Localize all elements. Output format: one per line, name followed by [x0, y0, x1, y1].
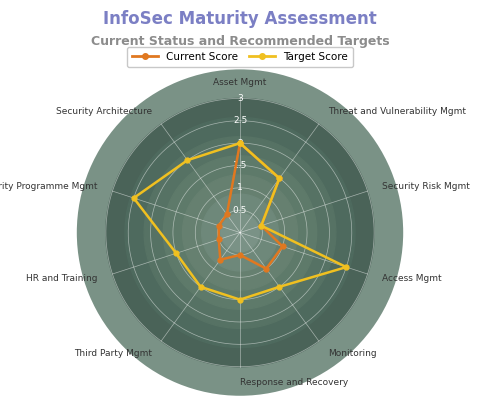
Text: Response and Recovery: Response and Recovery	[240, 378, 348, 387]
Text: 3: 3	[237, 94, 243, 103]
Polygon shape	[221, 213, 259, 252]
Text: Third Party Mgmt: Third Party Mgmt	[74, 349, 152, 358]
Text: Security Risk Mgmt: Security Risk Mgmt	[383, 182, 470, 191]
Text: 1: 1	[237, 183, 243, 192]
Text: Threat and Vulnerability Mgmt: Threat and Vulnerability Mgmt	[328, 107, 466, 116]
Text: Security Programme Mgmt: Security Programme Mgmt	[0, 182, 97, 191]
Text: 1.5: 1.5	[233, 161, 247, 170]
Polygon shape	[202, 194, 278, 271]
Text: Monitoring: Monitoring	[328, 349, 377, 358]
Text: Security Architecture: Security Architecture	[56, 107, 152, 116]
Legend: Current Score, Target Score: Current Score, Target Score	[127, 47, 353, 67]
Text: Current Status and Recommended Targets: Current Status and Recommended Targets	[91, 35, 389, 48]
Text: Access Mgmt: Access Mgmt	[383, 274, 442, 283]
Polygon shape	[144, 137, 336, 328]
Text: Asset Mgmt: Asset Mgmt	[213, 78, 267, 87]
Polygon shape	[182, 175, 298, 290]
Polygon shape	[106, 98, 374, 367]
Text: 2: 2	[237, 139, 243, 148]
Polygon shape	[163, 156, 317, 309]
Text: 2.5: 2.5	[233, 116, 247, 125]
Text: HR and Training: HR and Training	[26, 274, 97, 283]
Polygon shape	[125, 118, 355, 348]
Text: InfoSec Maturity Assessment: InfoSec Maturity Assessment	[103, 10, 377, 28]
Text: 0.5: 0.5	[233, 206, 247, 215]
